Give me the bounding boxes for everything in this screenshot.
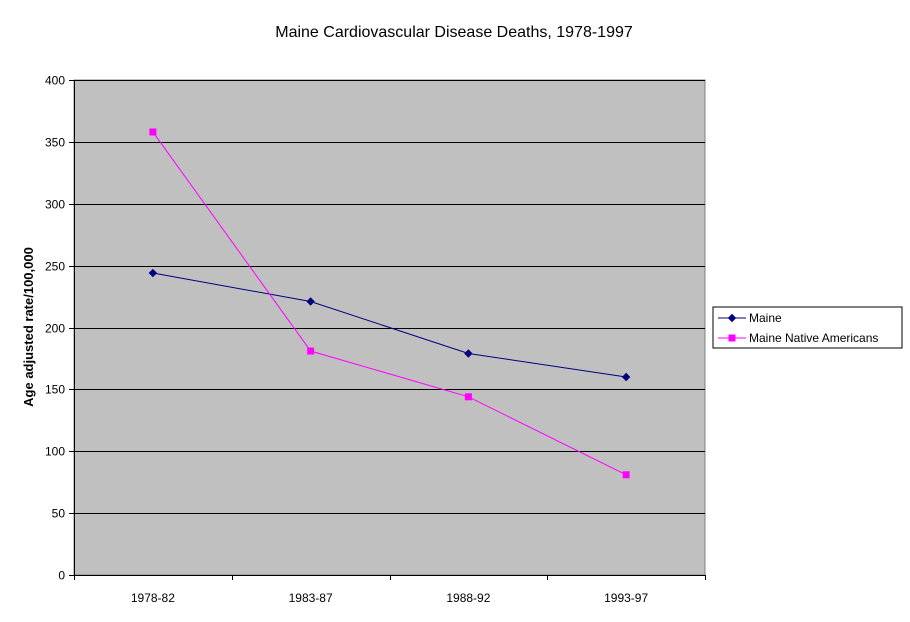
axes <box>74 80 705 576</box>
y-tick-label: 250 <box>45 260 65 274</box>
y-tick-label: 50 <box>52 507 66 521</box>
data-point <box>149 128 157 136</box>
legend-box <box>712 306 903 349</box>
x-tick-label: 1993-97 <box>604 591 648 605</box>
y-tick-label: 350 <box>45 136 65 150</box>
series-2 <box>149 128 630 479</box>
legend-marker <box>727 313 737 323</box>
data-point <box>464 349 473 358</box>
legend-entry: Maine <box>718 311 782 325</box>
data-point <box>621 372 631 382</box>
y-axis-label: Age adjusted rate/100,000 <box>21 247 36 407</box>
x-tick-label: 1988-92 <box>446 591 490 605</box>
legend-label: Maine Native Americans <box>749 331 878 345</box>
y-tick-label: 300 <box>45 198 65 212</box>
data-point <box>307 347 315 355</box>
data-point <box>622 471 630 479</box>
legend: Maine Maine Native Americans <box>712 306 903 349</box>
y-axis-ticks: 0 50 100 150 200 250 300 350 400 <box>45 74 74 583</box>
x-tick-label: 1978-82 <box>131 591 175 605</box>
y-tick-label: 200 <box>45 322 65 336</box>
data-point <box>148 268 158 278</box>
y-tick-label: 150 <box>45 383 65 397</box>
y-tick-label: 0 <box>58 569 65 583</box>
legend-label: Maine <box>749 311 782 325</box>
y-tick-label: 400 <box>45 74 65 88</box>
series-1 <box>148 268 631 382</box>
series-line <box>152 131 627 476</box>
x-axis-ticks: 1978-82 1983-87 1988-92 1993-97 <box>74 575 706 605</box>
legend-entry: Maine Native Americans <box>718 331 878 345</box>
series-line <box>152 272 627 378</box>
data-point <box>306 297 315 306</box>
data-point <box>464 393 472 401</box>
series-layer <box>148 128 631 479</box>
x-tick-label: 1983-87 <box>289 591 333 605</box>
grid-lines <box>74 80 705 514</box>
y-tick-label: 100 <box>45 445 65 459</box>
chart-title: Maine Cardiovascular Disease Deaths, 197… <box>275 24 633 41</box>
legend-marker <box>728 334 736 342</box>
